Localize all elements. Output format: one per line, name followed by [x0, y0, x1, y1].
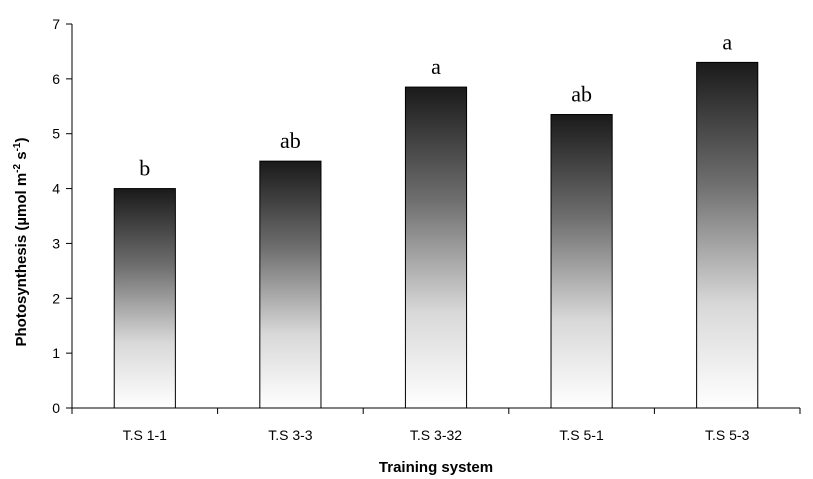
- significance-label: ab: [280, 128, 301, 153]
- x-tick-label: T.S 1-1: [123, 427, 168, 443]
- bars-group: [113, 61, 759, 409]
- significance-label: b: [139, 156, 150, 181]
- y-axis: 0 1 2 3 4 5 6 7: [52, 16, 73, 416]
- y-tick-label: 1: [52, 345, 60, 361]
- x-tick-label: T.S 5-1: [559, 427, 604, 443]
- y-tick-label: 7: [52, 16, 60, 32]
- bar-t-s-3-3: [259, 160, 322, 409]
- x-axis: T.S 1-1 T.S 3-3 T.S 3-32 T.S 5-1 T.S 5-3: [71, 407, 801, 443]
- y-tick-label: 3: [52, 235, 60, 251]
- y-tick-label: 5: [52, 126, 60, 142]
- x-tick-label: T.S 5-3: [705, 427, 750, 443]
- significance-label: a: [722, 29, 732, 54]
- y-axis-title: Photosynthesis (µmol m-2 s-1): [12, 138, 30, 347]
- bar-t-s-5-3: [696, 61, 759, 409]
- x-tick-label: T.S 3-3: [268, 427, 313, 443]
- x-tick-label: T.S 3-32: [410, 427, 462, 443]
- significance-label: ab: [571, 82, 592, 107]
- significance-label: a: [431, 54, 441, 79]
- bar-t-s-5-1: [550, 114, 613, 409]
- bar-t-s-1-1: [113, 188, 176, 409]
- y-tick-label: 0: [52, 400, 60, 416]
- y-tick-label: 2: [52, 290, 60, 306]
- bar-t-s-3-32: [404, 86, 468, 409]
- significance-labels-group: b ab a ab a: [139, 29, 732, 180]
- y-tick-label: 6: [52, 71, 60, 87]
- y-tick-label: 4: [52, 181, 60, 197]
- x-axis-title: Training system: [379, 459, 493, 476]
